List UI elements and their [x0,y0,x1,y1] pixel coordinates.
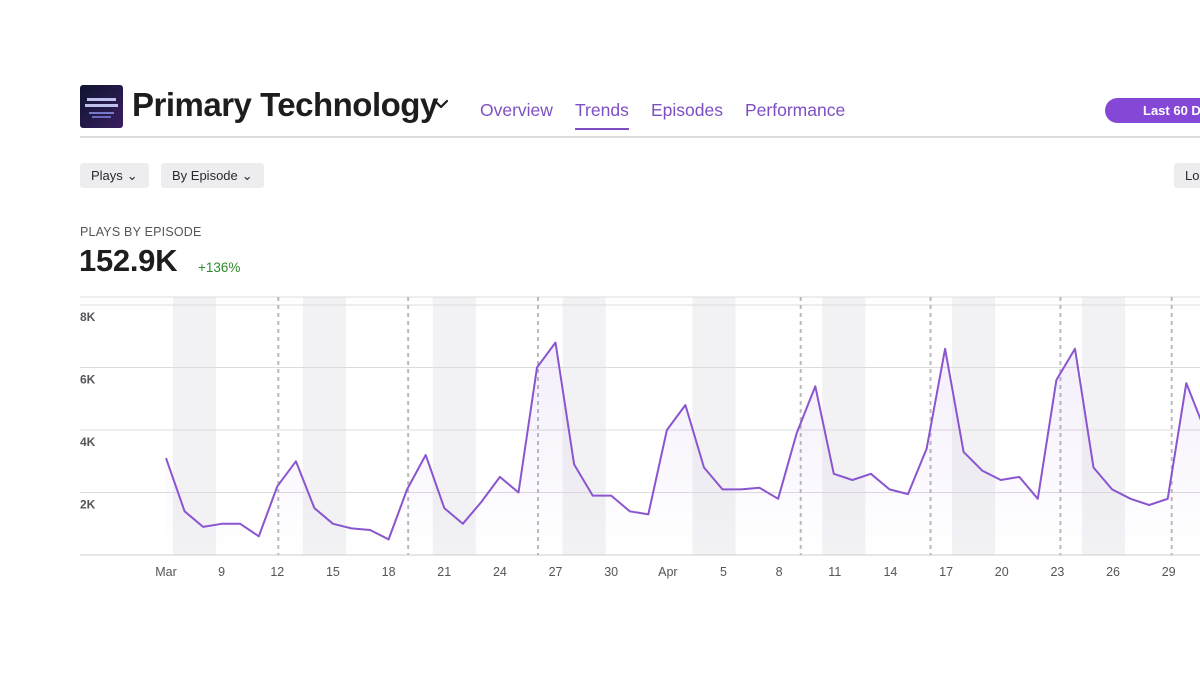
metric-change: +136% [198,260,241,275]
date-range-button[interactable]: Last 60 D [1105,98,1200,123]
right-toolbar-button[interactable]: Lo [1174,163,1200,188]
x-tick-label: 20 [995,565,1009,579]
x-tick-label: Mar [155,565,177,579]
y-tick-label: 6K [80,373,96,387]
podcast-artwork[interactable] [80,85,123,128]
x-tick-label: 11 [828,565,841,579]
x-tick-label: 29 [1162,565,1176,579]
x-tick-label: 30 [604,565,618,579]
podcast-header: Primary Technology Overview Trends Episo… [80,84,1200,138]
y-tick-label: 8K [80,310,96,324]
x-tick-label: 12 [270,565,284,579]
x-tick-label: 23 [1050,565,1064,579]
x-tick-label: 27 [549,565,563,579]
x-tick-label: 26 [1106,565,1120,579]
plays-line-chart: 8K 6K 4K 2K Mar 9 12 15 18 21 24 27 30 Apr 5 8 11 14 17 20 2… [80,296,1200,579]
tab-performance[interactable]: Performance [745,100,846,120]
series-line [165,341,1200,541]
tab-trends[interactable]: Trends [575,100,629,130]
chevron-down-icon: ⌄ [241,168,253,183]
grouping-dropdown[interactable]: By Episode ⌄ [161,163,264,188]
x-tick-label: 17 [939,565,953,579]
x-tick-label: 8 [776,565,783,579]
y-tick-label: 2K [80,498,96,512]
y-tick-label: 4K [80,435,96,449]
metric-dropdown-label: Plays [91,168,123,183]
x-tick-label: 15 [326,565,340,579]
x-tick-label: Apr [658,565,677,579]
chevron-down-icon[interactable] [432,97,450,111]
x-tick-label: 5 [720,565,727,579]
x-tick-label: 18 [382,565,396,579]
tab-episodes[interactable]: Episodes [651,100,723,120]
x-tick-label: 9 [218,565,225,579]
podcast-title[interactable]: Primary Technology [132,86,438,123]
tab-overview[interactable]: Overview [480,100,553,120]
series-area [166,342,1200,555]
metric-label: PLAYS BY EPISODE [80,225,202,239]
grouping-dropdown-label: By Episode [172,168,238,183]
x-tick-label: 14 [883,565,897,579]
x-tick-label: 24 [493,565,507,579]
metric-dropdown[interactable]: Plays ⌄ [80,163,149,188]
metric-value: 152.9K [79,243,178,278]
chevron-down-icon: ⌄ [126,168,138,183]
x-tick-label: 21 [437,565,451,579]
